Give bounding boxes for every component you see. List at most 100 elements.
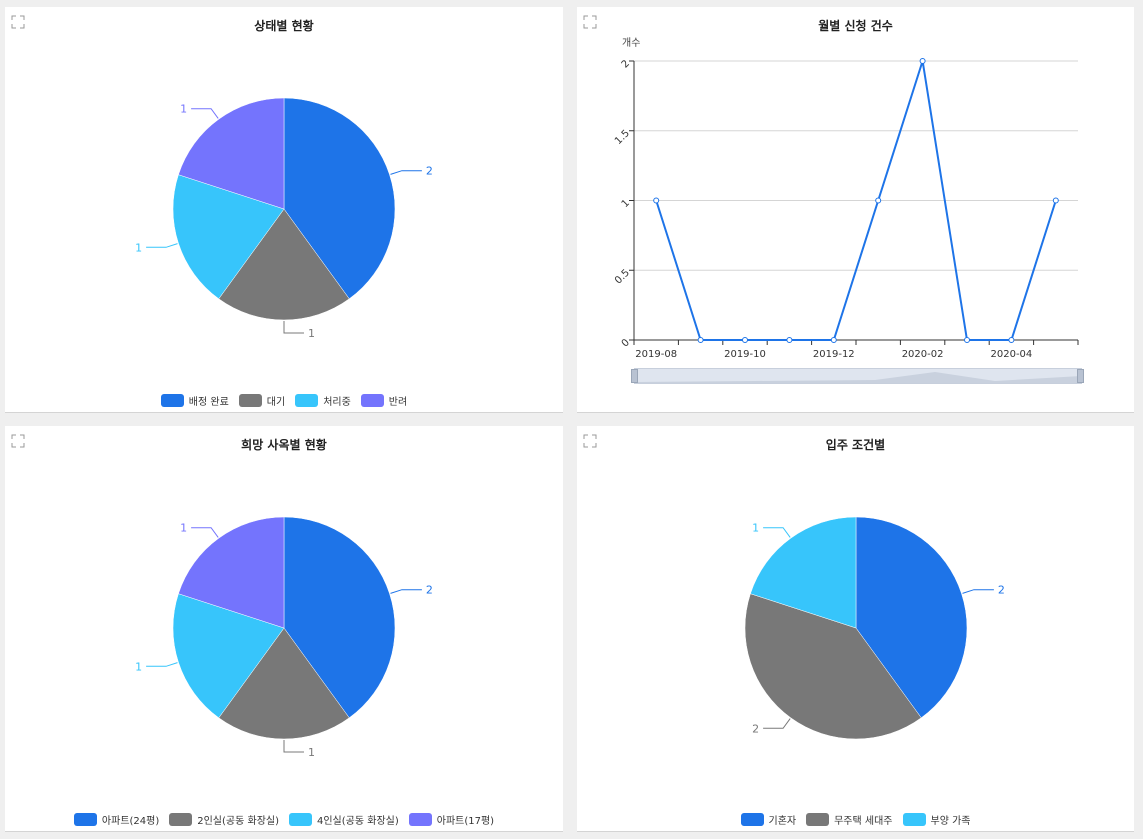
data-point[interactable] — [964, 337, 970, 343]
data-label: 2 — [752, 722, 759, 735]
data-label: 1 — [180, 522, 187, 535]
pie-slice[interactable] — [178, 97, 285, 210]
label-line — [283, 321, 304, 334]
legend-item[interactable]: 아파트(24평) — [73, 812, 160, 827]
x-tick-label: 2020-02 — [902, 349, 944, 360]
panel-title: 상태별 현황 — [254, 19, 314, 33]
legend-swatch — [740, 813, 764, 826]
x-tick-label: 2019-12 — [813, 349, 855, 360]
x-tick-label: 2020-04 — [991, 349, 1033, 360]
expand-icon[interactable] — [583, 15, 597, 29]
legend-item[interactable]: 4인실(공동 화장실) — [289, 812, 399, 827]
data-label: 2 — [998, 584, 1005, 597]
data-label: 1 — [135, 241, 142, 254]
x-tick-label: 2019-10 — [724, 349, 766, 360]
data-point[interactable] — [697, 337, 704, 343]
x-tick-label: 2019-08 — [635, 349, 677, 360]
label-line — [390, 170, 422, 175]
data-point[interactable] — [1008, 337, 1015, 343]
legend-label: 처리중 — [323, 397, 351, 408]
legend-swatch — [238, 394, 262, 407]
condition-panel: 입주 조건별 2 2 1 기혼자 무주택 세대주 부양 가족 — [577, 426, 1134, 832]
legend-item[interactable]: 배정 완료 — [160, 393, 229, 408]
pie-slice[interactable] — [750, 516, 857, 629]
data-label: 1 — [308, 746, 315, 759]
data-zoom-handle-left[interactable] — [631, 369, 638, 383]
data-zoom-handle-right[interactable] — [1077, 369, 1084, 383]
y-tick-label: 2 — [620, 58, 632, 70]
data-point[interactable] — [653, 197, 660, 204]
data-point[interactable] — [742, 337, 748, 343]
legend-swatch — [902, 813, 926, 826]
label-line — [283, 740, 304, 753]
label-line — [146, 662, 178, 667]
pie-chart[interactable]: 2 1 1 1 — [5, 7, 563, 412]
legend-label: 4인실(공동 화장실) — [317, 816, 399, 827]
pie-slice[interactable] — [855, 516, 968, 719]
data-label: 1 — [180, 103, 187, 116]
legend-swatch — [169, 813, 193, 826]
expand-icon[interactable] — [583, 434, 597, 448]
legend-label: 기혼자 — [768, 816, 797, 827]
expand-icon[interactable] — [11, 434, 25, 448]
label-line — [191, 527, 219, 538]
panel-title: 입주 조건별 — [825, 438, 886, 452]
pie-chart[interactable]: 2 1 1 1 — [5, 426, 563, 831]
building-panel: 희망 사옥별 현황 2 1 1 1 아파트(24평) 2인실(공동 화장실) 4인실(공동… — [5, 426, 563, 832]
y-tick-label: 0 — [620, 337, 632, 349]
panel-title: 희망 사옥별 현황 — [241, 438, 327, 452]
y-tick-label: 1 — [620, 198, 632, 210]
legend-swatch — [295, 394, 319, 407]
legend-item[interactable]: 처리중 — [295, 393, 351, 408]
label-line — [191, 108, 219, 119]
legend-swatch — [408, 813, 432, 826]
chart-legend[interactable]: 아파트(24평) 2인실(공동 화장실) 4인실(공동 화장실) 아파트(17평) — [5, 812, 563, 829]
pie-slice[interactable] — [218, 208, 350, 321]
data-point[interactable] — [1052, 197, 1059, 204]
legend-swatch — [160, 394, 184, 407]
legend-label: 2인실(공동 화장실) — [197, 816, 279, 827]
label-line — [146, 243, 178, 248]
data-zoom-preview — [635, 372, 1081, 383]
legend-swatch — [806, 813, 830, 826]
pie-slice[interactable] — [744, 593, 922, 740]
chart-legend[interactable]: 기혼자 무주택 세대주 부양 가족 — [577, 812, 1134, 829]
legend-item[interactable]: 무주택 세대주 — [806, 812, 893, 827]
legend-label: 반려 — [388, 397, 408, 408]
legend-item[interactable]: 부양 가족 — [902, 812, 971, 827]
y-axis-name: 개수 — [622, 38, 641, 49]
data-point[interactable] — [830, 337, 837, 343]
legend-label: 부양 가족 — [930, 816, 971, 827]
monthly-panel: 월별 신청 건수 개수 0 0.5 1 1.5 2 2019-08 2019-10 2019-… — [577, 7, 1134, 413]
legend-item[interactable]: 아파트(17평) — [408, 812, 494, 827]
data-label: 1 — [752, 522, 759, 535]
data-zoom-slider[interactable] — [634, 368, 1082, 384]
data-label: 1 — [308, 327, 315, 340]
data-point[interactable] — [786, 337, 793, 343]
pie-slice[interactable] — [283, 97, 396, 300]
pie-slice[interactable] — [172, 174, 285, 300]
legend-label: 아파트(24평) — [101, 816, 160, 827]
legend-label: 무주택 세대주 — [834, 816, 893, 827]
series-line[interactable] — [655, 60, 1057, 341]
legend-item[interactable]: 반려 — [360, 393, 408, 408]
label-line — [390, 589, 422, 594]
data-point[interactable] — [919, 58, 926, 64]
label-line — [763, 718, 791, 729]
pie-slice[interactable] — [283, 516, 396, 719]
pie-chart[interactable]: 2 2 1 — [577, 426, 1134, 831]
label-line — [763, 527, 791, 538]
chart-legend[interactable]: 배정 완료 대기 처리중 반려 — [5, 393, 563, 410]
pie-slice[interactable] — [172, 593, 285, 719]
expand-icon[interactable] — [11, 15, 25, 29]
legend-item[interactable]: 2인실(공동 화장실) — [169, 812, 279, 827]
legend-item[interactable]: 대기 — [238, 393, 285, 408]
legend-swatch — [360, 394, 384, 407]
legend-label: 배정 완료 — [188, 397, 229, 408]
data-label: 2 — [426, 165, 433, 178]
legend-item[interactable]: 기혼자 — [740, 812, 797, 827]
pie-slice[interactable] — [218, 627, 350, 740]
pie-slice[interactable] — [178, 516, 285, 629]
data-point[interactable] — [875, 197, 882, 204]
